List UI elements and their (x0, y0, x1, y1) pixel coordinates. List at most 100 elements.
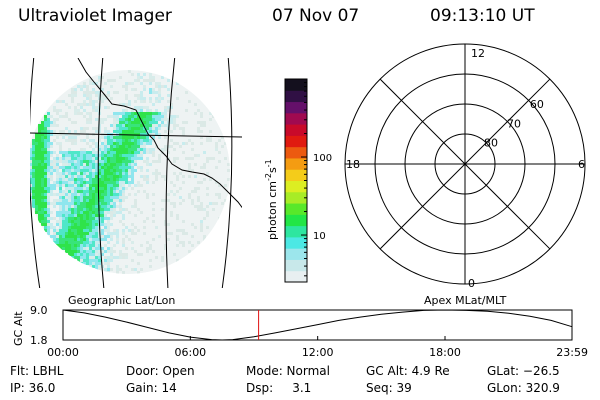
emission-pixel (44, 223, 47, 226)
emission-pixel (161, 148, 164, 151)
emission-pixel (131, 145, 134, 148)
emission-pixel (47, 160, 50, 163)
emission-pixel (47, 172, 50, 175)
emission-pixel (152, 130, 155, 133)
instrument-title: Ultraviolet Imager (18, 6, 172, 26)
emission-pixel (215, 202, 218, 205)
emission-pixel (98, 247, 101, 250)
emission-pixel (59, 178, 62, 181)
emission-pixel (137, 76, 140, 79)
emission-pixel (143, 190, 146, 193)
emission-pixel (32, 181, 35, 184)
emission-pixel (44, 124, 47, 127)
emission-pixel (113, 130, 116, 133)
emission-pixel (95, 199, 98, 202)
emission-pixel (44, 211, 47, 214)
emission-pixel (107, 178, 110, 181)
emission-pixel (215, 193, 218, 196)
time-label: 09:13:10 UT (430, 6, 535, 26)
emission-pixel (47, 214, 50, 217)
colorbar-segment (285, 203, 307, 215)
emission-pixel (116, 271, 119, 274)
emission-pixel (71, 196, 74, 199)
emission-pixel (206, 157, 209, 160)
emission-pixel (110, 214, 113, 217)
colorbar-segment (285, 90, 307, 103)
emission-pixel (113, 205, 116, 208)
emission-pixel (83, 205, 86, 208)
emission-pixel (65, 181, 68, 184)
emission-pixel (92, 265, 95, 268)
emission-pixel (104, 271, 107, 274)
emission-pixel (113, 148, 116, 151)
emission-pixel (47, 121, 50, 124)
emission-pixel (80, 211, 83, 214)
emission-pixel (170, 214, 173, 217)
emission-pixel (62, 220, 65, 223)
emission-pixel (47, 223, 50, 226)
emission-pixel (155, 145, 158, 148)
emission-pixel (182, 199, 185, 202)
emission-pixel (182, 175, 185, 178)
emission-pixel (161, 85, 164, 88)
emission-pixel (71, 217, 74, 220)
emission-pixel (62, 190, 65, 193)
emission-pixel (56, 118, 59, 121)
emission-pixel (89, 202, 92, 205)
emission-pixel (140, 151, 143, 154)
emission-pixel (200, 223, 203, 226)
emission-pixel (119, 151, 122, 154)
emission-pixel (44, 121, 47, 124)
emission-pixel (71, 223, 74, 226)
emission-pixel (95, 211, 98, 214)
emission-pixel (92, 100, 95, 103)
emission-pixel (158, 235, 161, 238)
emission-pixel (74, 208, 77, 211)
emission-pixel (227, 178, 230, 181)
emission-pixel (140, 127, 143, 130)
emission-pixel (110, 253, 113, 256)
emission-pixel (107, 211, 110, 214)
emission-pixel (71, 238, 74, 241)
emission-pixel (131, 127, 134, 130)
emission-pixel (173, 160, 176, 163)
emission-pixel (26, 172, 29, 175)
emission-pixel (71, 100, 74, 103)
emission-pixel (116, 91, 119, 94)
emission-pixel (68, 232, 71, 235)
emission-pixel (77, 109, 80, 112)
emission-pixel (212, 202, 215, 205)
emission-pixel (200, 220, 203, 223)
emission-pixel (152, 193, 155, 196)
emission-pixel (110, 124, 113, 127)
latitude-ring-label: 70 (507, 117, 521, 130)
emission-pixel (83, 157, 86, 160)
emission-pixel (95, 178, 98, 181)
emission-pixel (128, 148, 131, 151)
emission-pixel (41, 208, 44, 211)
emission-pixel (95, 235, 98, 238)
emission-pixel (86, 250, 89, 253)
emission-pixel (173, 205, 176, 208)
emission-pixel (47, 148, 50, 151)
emission-pixel (89, 97, 92, 100)
emission-pixel (182, 127, 185, 130)
emission-pixel (80, 262, 83, 265)
emission-pixel (107, 151, 110, 154)
emission-pixel (122, 142, 125, 145)
emission-pixel (38, 142, 41, 145)
emission-pixel (62, 163, 65, 166)
emission-pixel (65, 211, 68, 214)
emission-pixel (95, 232, 98, 235)
emission-pixel (104, 199, 107, 202)
emission-pixel (134, 94, 137, 97)
emission-pixel (71, 250, 74, 253)
emission-pixel (194, 103, 197, 106)
emission-pixel (98, 172, 101, 175)
emission-pixel (134, 79, 137, 82)
emission-pixel (74, 247, 77, 250)
emission-pixel (128, 145, 131, 148)
emission-pixel (104, 166, 107, 169)
emission-pixel (98, 202, 101, 205)
